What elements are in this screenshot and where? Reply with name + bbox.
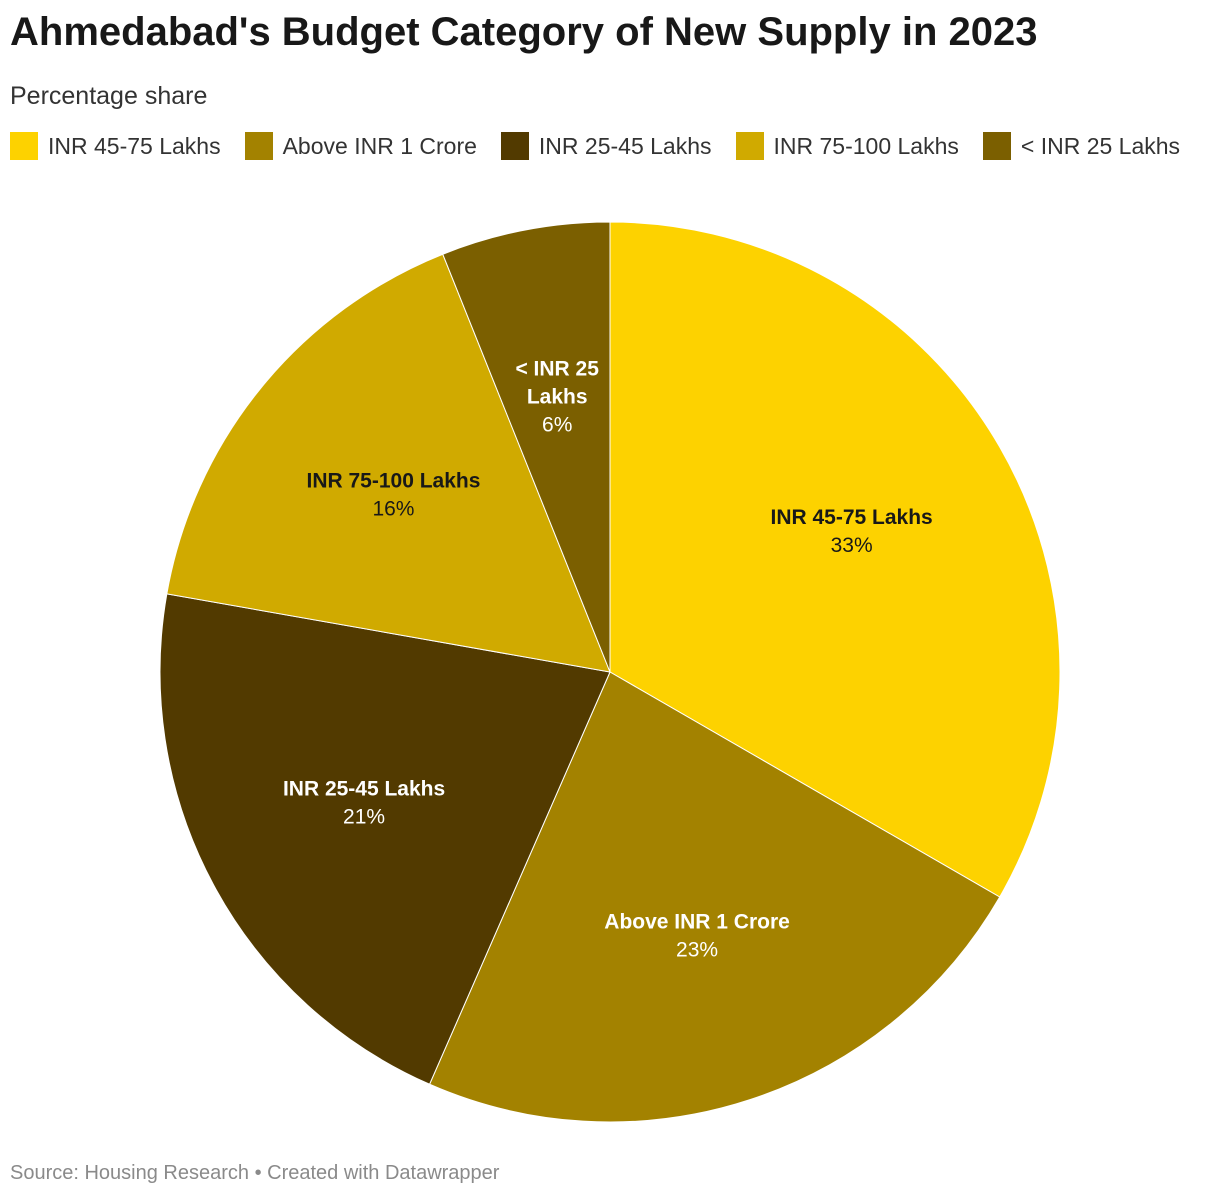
legend-swatch <box>500 132 529 160</box>
chart-legend: INR 45-75 Lakhs Above INR 1 Crore INR 25-4… <box>10 132 1180 160</box>
legend-label: INR 75-100 Lakhs <box>773 132 959 159</box>
legend-label: INR 25-45 Lakhs <box>538 132 712 159</box>
chart-subtitle: Percentage share <box>10 82 208 110</box>
pie-slice <box>159 593 611 1085</box>
pie-slice <box>609 221 1061 898</box>
slice-label-value: 6% <box>542 414 572 437</box>
slice-label-value: 23% <box>676 939 718 962</box>
legend-label: < INR 25 Lakhs <box>1020 132 1181 159</box>
slice-label-value: 33% <box>831 534 873 557</box>
chart-title: Ahmedabad's Budget Category of New Suppl… <box>10 10 1038 54</box>
slice-label: INR 75-100 Lakhs 16% <box>306 470 480 521</box>
legend-item: INR 45-75 Lakhs <box>10 132 221 160</box>
slice-label-name: Lakhs <box>527 386 588 409</box>
slice-label: < INR 25 Lakhs 6% <box>515 358 599 437</box>
pie-slice <box>166 253 611 673</box>
legend-label: Above INR 1 Crore <box>282 132 477 159</box>
pie-chart: INR 45-75 Lakhs 33% Above INR 1 Crore 23% IN… <box>159 221 1061 1123</box>
slice-label-name: Above INR 1 Crore <box>604 911 790 934</box>
pie-slice <box>442 221 611 673</box>
legend-item: INR 75-100 Lakhs <box>735 132 959 160</box>
legend-swatch <box>10 132 38 160</box>
legend-item: Above INR 1 Crore <box>244 132 477 160</box>
slice-label: INR 45-75 Lakhs 33% <box>770 506 932 557</box>
slice-label-value: 21% <box>343 805 385 828</box>
legend-swatch <box>244 132 273 160</box>
slice-label-name: INR 45-75 Lakhs <box>770 506 932 529</box>
slice-label: INR 25-45 Lakhs 21% <box>283 777 445 828</box>
source-footer: Source: Housing Research • Created with … <box>10 1162 500 1184</box>
legend-swatch <box>735 132 764 160</box>
legend-label: INR 45-75 Lakhs <box>48 132 221 159</box>
slice-label: Above INR 1 Crore 23% <box>604 911 790 962</box>
slice-label-value: 16% <box>372 498 414 521</box>
legend-item: INR 25-45 Lakhs <box>500 132 712 160</box>
pie-slice <box>428 671 1001 1123</box>
slice-label-name: INR 25-45 Lakhs <box>283 777 445 800</box>
legend-swatch <box>982 132 1011 160</box>
slice-label-name: < INR 25 <box>515 358 599 381</box>
slice-label-name: INR 75-100 Lakhs <box>306 470 480 493</box>
legend-item: < INR 25 Lakhs <box>982 132 1181 160</box>
